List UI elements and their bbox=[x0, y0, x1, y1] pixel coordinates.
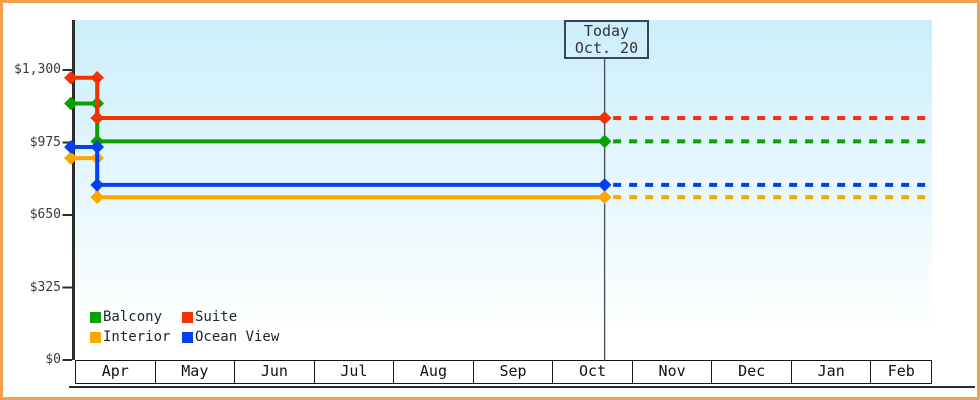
y-axis-label: $1,300 bbox=[14, 62, 61, 77]
series-marker-ocean-view[interactable] bbox=[90, 178, 105, 192]
axis-baseline bbox=[69, 385, 975, 388]
balcony-swatch-icon bbox=[90, 312, 101, 323]
y-axis-tick bbox=[62, 286, 72, 289]
today-label-line2: Oct. 20 bbox=[574, 38, 639, 57]
suite-swatch-icon bbox=[182, 312, 193, 323]
series-marker-balcony[interactable] bbox=[64, 96, 78, 111]
y-axis-tick bbox=[62, 69, 72, 71]
series-marker-suite[interactable] bbox=[90, 111, 105, 125]
series-marker-interior[interactable] bbox=[90, 190, 105, 204]
month-cell-aug: Aug bbox=[394, 361, 474, 383]
series-marker-interior[interactable] bbox=[597, 190, 612, 204]
series-line-ocean-view bbox=[70, 145, 605, 187]
y-axis-tick bbox=[62, 141, 72, 144]
today-label-line1: Today bbox=[583, 21, 630, 40]
y-axis-tick bbox=[62, 359, 72, 361]
series-marker-ocean-view[interactable] bbox=[64, 140, 78, 154]
month-cell-dec: Dec bbox=[712, 361, 792, 383]
series-marker-suite[interactable] bbox=[64, 71, 78, 85]
month-cell-jun: Jun bbox=[235, 361, 315, 383]
legend-label: Suite bbox=[195, 309, 238, 325]
y-axis-label: $975 bbox=[29, 134, 61, 150]
legend-item-interior[interactable]: Interior bbox=[90, 330, 182, 345]
legend: Balcony Suite Interior Ocean View bbox=[90, 310, 279, 345]
series-marker-ocean-view[interactable] bbox=[597, 178, 612, 192]
series-marker-interior[interactable] bbox=[64, 151, 78, 165]
legend-label: Interior bbox=[103, 329, 171, 345]
y-axis-line bbox=[72, 20, 75, 360]
series-marker-balcony[interactable] bbox=[597, 134, 612, 149]
legend-label: Ocean View bbox=[195, 329, 280, 345]
month-cell-oct: Oct bbox=[553, 361, 633, 383]
ocean-view-swatch-icon bbox=[182, 332, 193, 343]
y-axis-label: $650 bbox=[29, 207, 61, 222]
legend-label: Balcony bbox=[103, 309, 163, 325]
month-cell-feb: Feb bbox=[887, 362, 915, 380]
month-cell-nov: Nov bbox=[633, 361, 713, 383]
series-marker-suite[interactable] bbox=[90, 71, 105, 85]
month-cell-apr: Apr bbox=[76, 361, 156, 383]
month-cell-jul: Jul bbox=[315, 361, 395, 383]
today-label-box: Today Oct. 20 bbox=[564, 20, 649, 59]
y-axis-tick bbox=[62, 214, 72, 216]
y-axis-label: $325 bbox=[29, 279, 61, 295]
legend-item-suite[interactable]: Suite bbox=[182, 310, 279, 325]
plot-area bbox=[75, 20, 932, 358]
series-marker-suite[interactable] bbox=[597, 111, 612, 125]
month-cell-jan: Jan bbox=[792, 361, 872, 383]
series-line-suite bbox=[70, 75, 605, 120]
month-cell-sep: Sep bbox=[474, 361, 554, 383]
interior-swatch-icon bbox=[90, 332, 101, 343]
month-cell-may: May bbox=[156, 361, 236, 383]
legend-item-ocean-view[interactable]: Ocean View bbox=[182, 330, 279, 345]
x-axis-month-strip: Apr May Jun Jul Aug Sep Oct Nov Dec Jan Feb bbox=[75, 360, 932, 384]
y-axis-label: $0 bbox=[45, 352, 61, 367]
series-marker-ocean-view[interactable] bbox=[90, 140, 105, 154]
legend-item-balcony[interactable]: Balcony bbox=[90, 310, 182, 325]
